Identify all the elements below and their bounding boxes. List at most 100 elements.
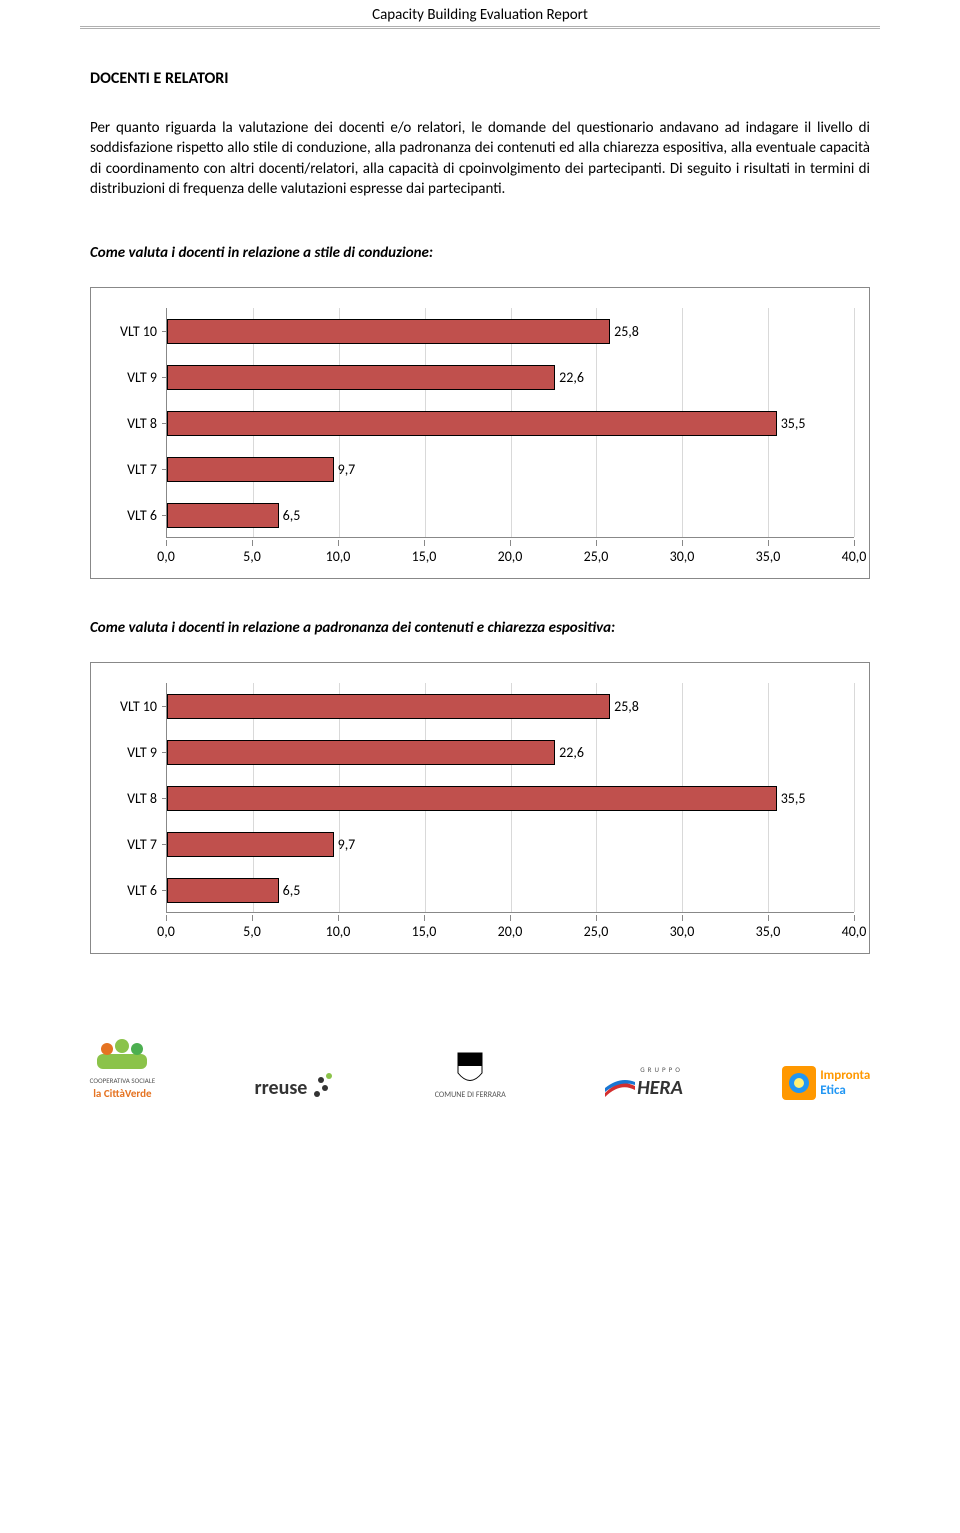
y-axis-tick xyxy=(162,515,167,516)
axis-tick xyxy=(510,540,511,546)
section-heading: DOCENTI E RELATORI xyxy=(90,69,870,88)
axis-tick xyxy=(338,915,339,921)
y-axis-tick xyxy=(162,377,167,378)
logo-ferrara: COMUNE DI FERRARA xyxy=(435,1048,506,1100)
gridline xyxy=(854,683,855,912)
bar xyxy=(167,319,610,344)
bar-row: VLT 66,5 xyxy=(167,878,854,903)
category-label: VLT 8 xyxy=(127,790,157,807)
bar xyxy=(167,457,334,482)
chart2-title: Come valuta i docenti in relazione a pad… xyxy=(90,619,870,637)
bar-row: VLT 922,6 xyxy=(167,740,854,765)
axis-tick xyxy=(424,915,425,921)
chart1-container: VLT 1025,8VLT 922,6VLT 835,5VLT 79,7VLT … xyxy=(90,287,870,579)
logo-hera: GRUPPO HERA xyxy=(605,1065,683,1100)
axis-tick xyxy=(166,915,167,921)
axis-tick xyxy=(424,540,425,546)
chart2-plot: VLT 1025,8 VLT 922,6 VLT 835,5 VLT 79,7 VLT … xyxy=(166,683,854,913)
category-label: VLT 9 xyxy=(127,369,157,386)
bar-value-label: 6,5 xyxy=(283,507,301,524)
y-axis-tick xyxy=(162,890,167,891)
bar-row: VLT 835,5 xyxy=(167,786,854,811)
category-label: VLT 8 xyxy=(127,415,157,432)
x-axis-label: 5,0 xyxy=(243,548,261,565)
x-axis-label: 35,0 xyxy=(756,548,781,565)
y-axis-tick xyxy=(162,844,167,845)
logo-sub: GRUPPO xyxy=(640,1065,683,1074)
bar xyxy=(167,694,610,719)
chart1-area: VLT 1025,8VLT 922,6VLT 835,5VLT 79,7VLT … xyxy=(166,308,854,568)
y-axis-tick xyxy=(162,798,167,799)
x-axis-label: 35,0 xyxy=(756,923,781,940)
category-label: VLT 6 xyxy=(127,507,157,524)
bar-value-label: 9,7 xyxy=(338,836,356,853)
x-axis-label: 0,0 xyxy=(157,548,175,565)
y-axis-tick xyxy=(162,752,167,753)
y-axis-tick xyxy=(162,469,167,470)
axis-tick xyxy=(768,915,769,921)
page-header-title: Capacity Building Evaluation Report xyxy=(372,6,588,24)
bar xyxy=(167,786,777,811)
x-axis-label: 30,0 xyxy=(670,548,695,565)
axis-tick xyxy=(682,915,683,921)
category-label: VLT 6 xyxy=(127,882,157,899)
axis-tick xyxy=(252,915,253,921)
bar-value-label: 25,8 xyxy=(614,698,639,715)
chart2-container: VLT 1025,8VLT 922,6VLT 835,5VLT 79,7VLT … xyxy=(90,662,870,954)
x-axis-label: 20,0 xyxy=(498,923,523,940)
x-axis-label: 0,0 xyxy=(157,923,175,940)
bar-value-label: 22,6 xyxy=(559,369,584,386)
axis-tick xyxy=(596,540,597,546)
category-label: VLT 7 xyxy=(127,461,157,478)
bar-row: VLT 66,5 xyxy=(167,503,854,528)
bar xyxy=(167,878,279,903)
bar xyxy=(167,503,279,528)
bar-row: VLT 79,7 xyxy=(167,457,854,482)
x-axis-label: 30,0 xyxy=(670,923,695,940)
main-content: DOCENTI E RELATORI Per quanto riguarda l… xyxy=(0,69,960,954)
y-axis-tick xyxy=(162,706,167,707)
x-axis-label: 10,0 xyxy=(326,548,351,565)
x-axis-label: 15,0 xyxy=(412,548,437,565)
axis-tick xyxy=(682,540,683,546)
axis-tick xyxy=(854,540,855,546)
category-label: VLT 10 xyxy=(120,323,157,340)
gridline xyxy=(854,308,855,537)
axis-tick xyxy=(768,540,769,546)
footer-logos: COOPERATIVA SOCIALE la CittàVerde rreuse… xyxy=(0,1034,960,1130)
bar xyxy=(167,411,777,436)
chart1-ticks xyxy=(166,540,854,546)
chart2-area: VLT 1025,8 VLT 922,6 VLT 835,5 VLT 79,7 VLT … xyxy=(166,683,854,943)
y-axis-tick xyxy=(162,423,167,424)
x-axis-label: 15,0 xyxy=(412,923,437,940)
axis-tick xyxy=(252,540,253,546)
bar xyxy=(167,740,555,765)
x-axis-label: 25,0 xyxy=(584,548,609,565)
axis-tick xyxy=(854,915,855,921)
category-label: VLT 10 xyxy=(120,698,157,715)
bar-value-label: 6,5 xyxy=(283,882,301,899)
bar-value-label: 25,8 xyxy=(614,323,639,340)
chart2-ticks xyxy=(166,915,854,921)
logo-label: la CittàVerde xyxy=(93,1087,151,1100)
x-axis-label: 5,0 xyxy=(243,923,261,940)
bar-row: VLT 1025,8 xyxy=(167,694,854,719)
bar-row: VLT 835,5 xyxy=(167,411,854,436)
section-paragraph: Per quanto riguarda la valutazione dei d… xyxy=(90,118,870,199)
axis-tick xyxy=(166,540,167,546)
logo-label: COMUNE DI FERRARA xyxy=(435,1090,506,1100)
x-axis-label: 25,0 xyxy=(584,923,609,940)
x-axis-label: 40,0 xyxy=(842,548,867,565)
x-axis-label: 20,0 xyxy=(498,548,523,565)
category-label: VLT 7 xyxy=(127,836,157,853)
logo-label: HERA xyxy=(637,1076,683,1100)
bar xyxy=(167,832,334,857)
bar-value-label: 35,5 xyxy=(781,790,806,807)
bar-row: VLT 79,7 xyxy=(167,832,854,857)
bar-value-label: 22,6 xyxy=(559,744,584,761)
axis-tick xyxy=(510,915,511,921)
chart1-title: Come valuta i docenti in relazione a sti… xyxy=(90,244,870,262)
axis-tick xyxy=(596,915,597,921)
bar-value-label: 9,7 xyxy=(338,461,356,478)
bar-value-label: 35,5 xyxy=(781,415,806,432)
